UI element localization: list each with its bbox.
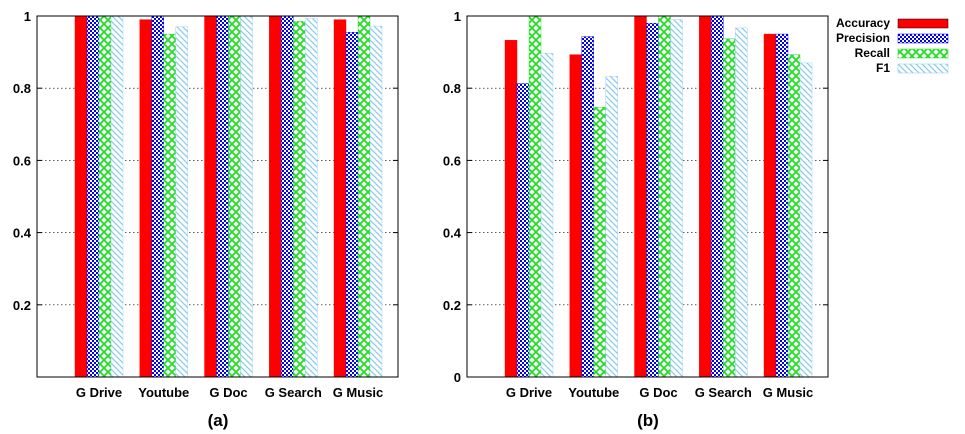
bar-precision-g-music	[345, 32, 359, 378]
bar-f1-g-music	[799, 62, 813, 378]
bar-precision-g-search	[281, 15, 294, 378]
bar-f1-g-search	[735, 27, 748, 378]
bar-precision-g-search	[711, 15, 724, 378]
y-tick-label: 0	[454, 370, 461, 385]
bar-accuracy-youtube	[139, 19, 152, 378]
bar-recall-g-doc	[658, 15, 671, 378]
legend-label-accuracy: Accuracy	[836, 16, 890, 30]
bar-recall-youtube	[163, 33, 176, 378]
x-tick-label: G Music	[333, 385, 384, 400]
y-tick-label: 1	[24, 9, 31, 24]
bar-precision-g-music	[775, 33, 789, 378]
bar-recall-g-drive	[528, 15, 542, 378]
bar-precision-g-doc	[646, 23, 659, 378]
x-tick-label: G Search	[265, 385, 322, 400]
legend-swatch-f1	[897, 63, 949, 74]
y-tick-label: 0.8	[443, 81, 461, 96]
x-tick-label: G Drive	[76, 385, 122, 400]
bar-precision-g-drive	[516, 83, 530, 378]
legend-swatch-accuracy	[897, 18, 949, 29]
bar-accuracy-g-doc	[204, 15, 217, 378]
legend: Accuracy Precision Recall F1	[836, 16, 949, 75]
legend-label-recall: Recall	[855, 46, 890, 60]
bar-precision-youtube	[581, 36, 594, 378]
bar-recall-g-music	[357, 15, 371, 378]
bar-recall-g-doc	[228, 15, 241, 378]
bar-recall-g-music	[787, 54, 801, 378]
legend-swatch-recall	[897, 48, 949, 59]
chart-caption: (b)	[637, 411, 659, 430]
x-tick-label: G Music	[763, 385, 814, 400]
bar-accuracy-g-drive	[504, 39, 518, 378]
chart-b: G Drive Youtube G Doc G Search G Music 0 0.2 0.…	[443, 9, 829, 430]
bar-accuracy-g-doc	[634, 15, 647, 378]
bar-f1-youtube	[175, 26, 188, 378]
bar-accuracy-g-music	[763, 33, 777, 378]
bar-f1-g-drive	[110, 15, 124, 378]
bar-accuracy-g-search	[699, 15, 712, 378]
y-tick-label: 0.2	[13, 298, 31, 313]
y-tick-label: 0.4	[13, 226, 32, 241]
x-tick-label: Youtube	[568, 385, 619, 400]
bar-f1-youtube	[605, 76, 618, 378]
x-tick-label: G Doc	[209, 385, 247, 400]
bar-recall-youtube	[593, 107, 606, 378]
y-tick-label: 0.4	[443, 226, 462, 241]
bar-precision-youtube	[151, 15, 164, 378]
bar-f1-g-music	[369, 25, 383, 378]
bar-f1-g-search	[305, 18, 318, 378]
bar-accuracy-g-music	[333, 19, 347, 378]
bar-accuracy-youtube	[569, 54, 582, 378]
x-tick-label: G Search	[695, 385, 752, 400]
x-tick-label: G Doc	[639, 385, 677, 400]
legend-label-f1: F1	[876, 61, 890, 75]
bar-precision-g-doc	[216, 15, 229, 378]
x-tick-label: Youtube	[138, 385, 189, 400]
y-tick-label: 0.6	[13, 153, 31, 168]
chart-a: G Drive Youtube G Doc G Search G Music 0.2 0.4…	[13, 9, 399, 430]
legend-label-precision: Precision	[836, 31, 890, 45]
x-tick-label: G Drive	[506, 385, 552, 400]
bar-recall-g-drive	[98, 15, 112, 378]
y-tick-label: 0.6	[443, 153, 461, 168]
y-tick-label: 0.2	[443, 298, 461, 313]
legend-swatch-precision	[897, 33, 949, 44]
plot-frame	[466, 15, 829, 378]
bar-recall-g-search	[723, 38, 736, 378]
bar-accuracy-g-drive	[74, 15, 88, 378]
bar-f1-g-doc	[670, 19, 683, 378]
bar-recall-g-search	[293, 21, 306, 378]
plot-frame	[36, 15, 399, 378]
bar-accuracy-g-search	[269, 15, 282, 378]
bar-precision-g-drive	[86, 15, 100, 378]
bar-f1-g-doc	[240, 15, 253, 378]
y-tick-label: 0.8	[13, 81, 31, 96]
y-tick-label: 1	[454, 9, 461, 24]
bar-f1-g-drive	[540, 52, 554, 378]
chart-caption: (a)	[208, 411, 229, 430]
